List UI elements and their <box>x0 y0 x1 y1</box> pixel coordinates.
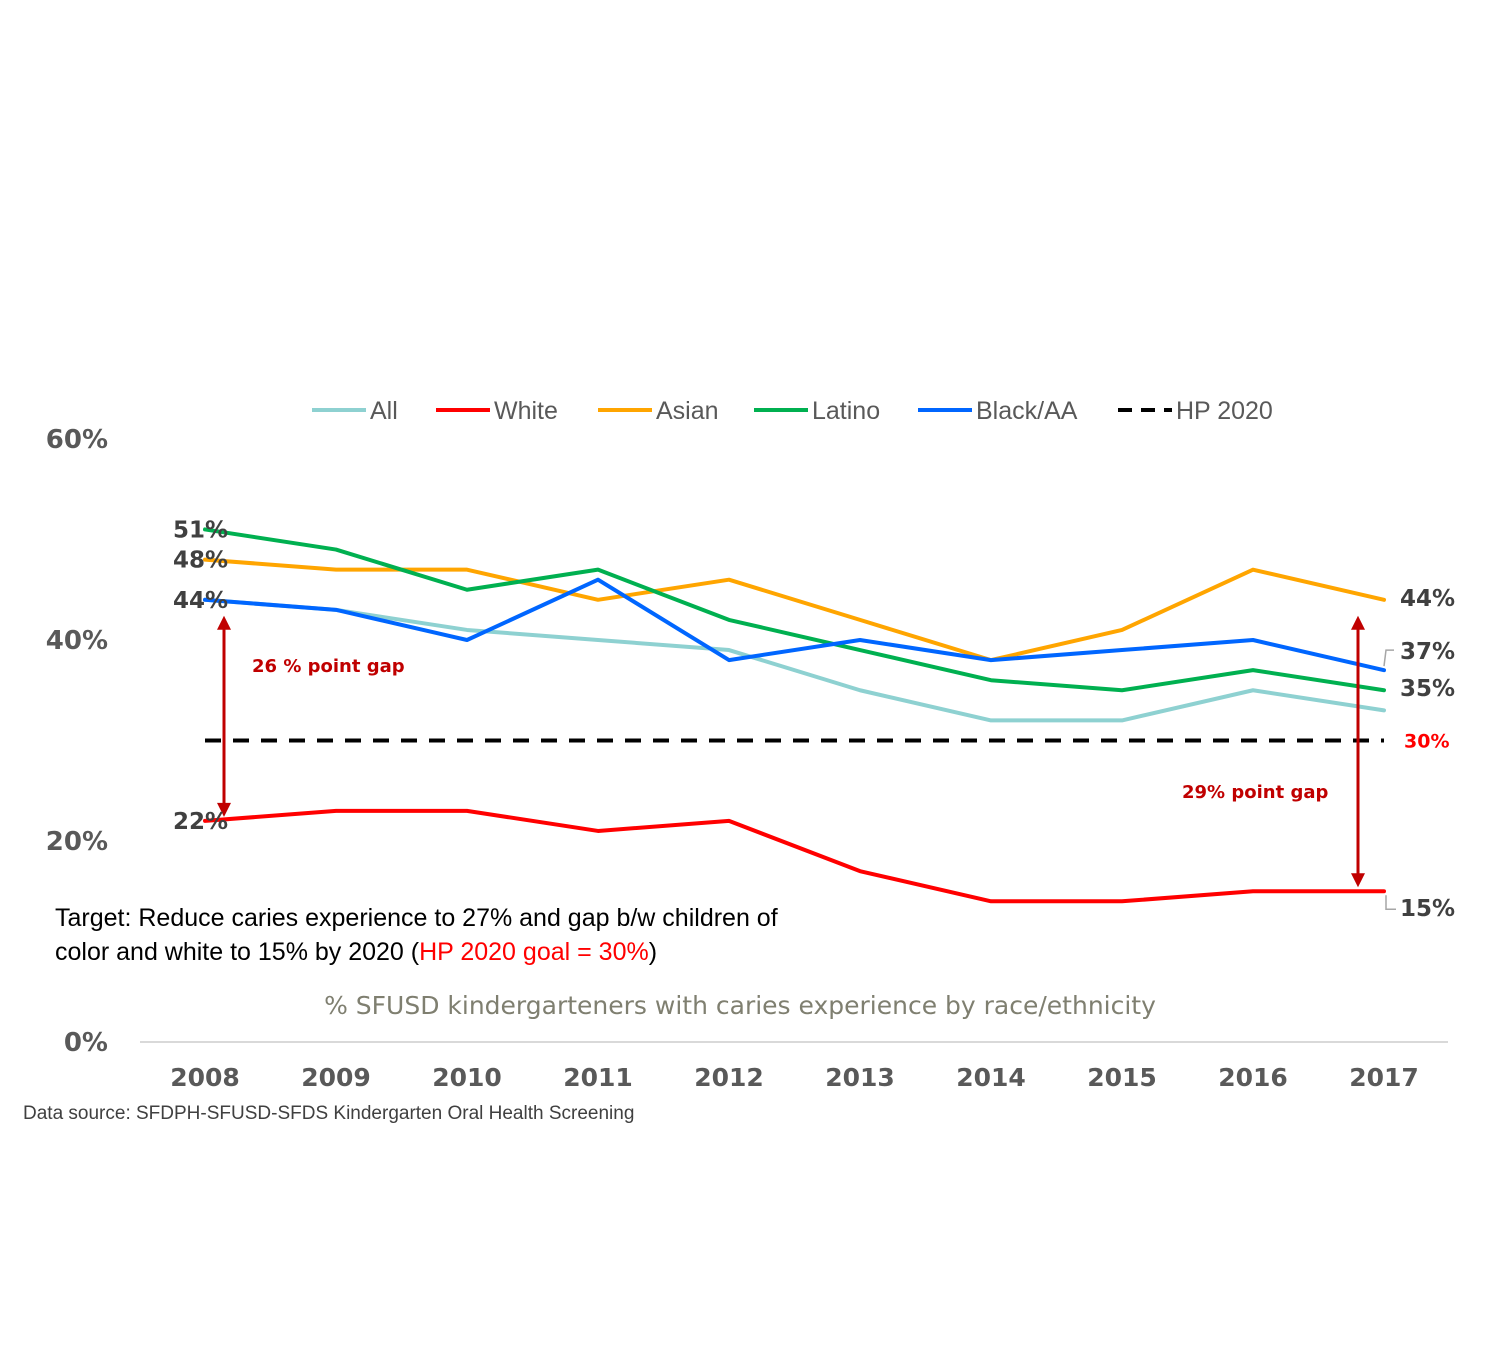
data-label: 35% <box>1400 676 1455 702</box>
legend-label: White <box>494 397 558 425</box>
y-tick-label: 40% <box>46 626 108 656</box>
legend: All White Asian Latino Black/AA HP 2020 <box>312 397 1273 425</box>
series-line <box>203 527 1386 693</box>
y-tick-label: 0% <box>64 1028 108 1058</box>
series-line <box>203 808 1386 904</box>
y-tick-label: 20% <box>46 827 108 857</box>
x-tick-label: 2014 <box>956 1063 1026 1092</box>
data-label: 44% <box>1400 586 1455 612</box>
series-line <box>203 577 1386 673</box>
gap-arrows: 26 % point gap 29% point gap 30% <box>217 615 1449 888</box>
target-note: Target: Reduce caries experience to 27% … <box>55 901 795 969</box>
label-leader-line <box>1385 895 1396 910</box>
gap-arrow-head <box>1351 873 1365 888</box>
x-tick-label: 2012 <box>694 1063 764 1092</box>
x-tick-label: 2010 <box>432 1063 502 1092</box>
data-label: 48% <box>173 548 228 574</box>
x-tick-label: 2017 <box>1349 1063 1419 1092</box>
gap-label-2008: 26 % point gap <box>252 656 405 677</box>
data-labels: 51% 48% 44% 22% 44% 37% 35% 15% <box>173 517 1455 922</box>
hp-target-label: 30% <box>1404 731 1449 753</box>
label-leader-line <box>1383 649 1394 667</box>
y-tick-label: 60% <box>46 425 108 455</box>
legend-label: Asian <box>656 397 719 425</box>
data-label: 22% <box>173 809 228 835</box>
axes: 0% 20% 40% 60% 2008 2009 2010 2011 2012 2013 2014 2… <box>46 425 1448 1092</box>
gap-arrow-head <box>217 615 231 630</box>
data-label: 15% <box>1400 896 1455 922</box>
legend-label: HP 2020 <box>1176 397 1273 425</box>
x-tick-label: 2013 <box>825 1063 895 1092</box>
x-tick-label: 2008 <box>170 1063 240 1092</box>
gap-arrow-head <box>217 802 231 817</box>
series-line <box>203 597 1386 723</box>
data-source: Data source: SFDPH-SFUSD-SFDS Kindergart… <box>23 1103 634 1124</box>
gap-label-2017: 29% point gap <box>1182 782 1328 803</box>
series-lines <box>203 527 1386 904</box>
chart-title: % SFUSD kindergarteners with caries expe… <box>324 991 1156 1020</box>
x-tick-label: 2015 <box>1087 1063 1157 1092</box>
legend-label: Latino <box>812 397 880 425</box>
target-note-end: ) <box>648 938 658 966</box>
x-tick-label: 2011 <box>563 1063 633 1092</box>
data-label: 44% <box>173 588 228 614</box>
gap-arrow-head <box>1351 615 1365 630</box>
hp-goal-text: HP 2020 goal = 30% <box>419 938 649 966</box>
legend-label: Black/AA <box>976 397 1078 425</box>
x-tick-label: 2009 <box>301 1063 371 1092</box>
target-note-text: Target: Reduce caries experience to 27% … <box>55 904 778 966</box>
x-tick-label: 2016 <box>1218 1063 1288 1092</box>
data-label: 51% <box>173 517 228 543</box>
legend-label: All <box>370 397 398 425</box>
data-label: 37% <box>1400 639 1455 665</box>
